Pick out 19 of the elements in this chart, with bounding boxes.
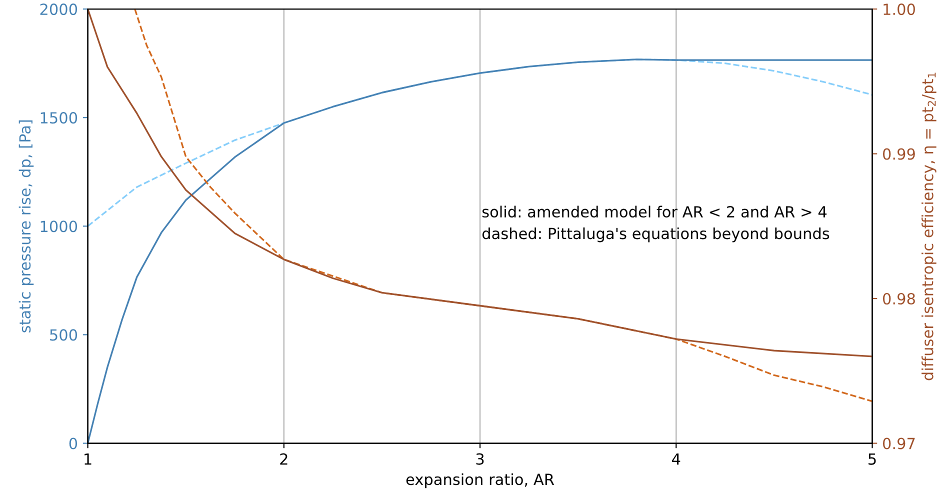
y2-tick-label: 0.98 [882, 292, 915, 305]
y-tick-label: 500 [50, 329, 78, 341]
annotation: solid: amended model for AR < 2 and AR > 4 [482, 206, 827, 218]
y2-tick-label: 0.97 [882, 438, 915, 450]
x-tick-label: 2 [280, 453, 288, 465]
y-tick-label: 1000 [40, 220, 78, 232]
y2-tick-label: 0.99 [882, 148, 915, 160]
x-axis-title: expansion ratio, AR [406, 473, 554, 488]
x-tick-label: 5 [868, 453, 876, 465]
y2-tick-label: 1.00 [884, 4, 915, 16]
x-tick-label: 4 [672, 453, 680, 465]
y-tick-label: 1500 [40, 112, 78, 124]
y-tick-label: 0 [69, 438, 78, 450]
x-tick-label: 1 [84, 453, 92, 465]
y-axis-title: static pressure rise, dp, [Pa] [18, 120, 34, 332]
annotation: dashed: Pittaluga's equations beyond bounds [482, 227, 830, 242]
x-tick-label: 3 [476, 453, 484, 465]
y-tick-label: 2000 [40, 4, 78, 16]
y2-axis-title: diffuser isentropic efficiency, η = pt$_{2}$/pt$_{1}$ [922, 72, 936, 380]
